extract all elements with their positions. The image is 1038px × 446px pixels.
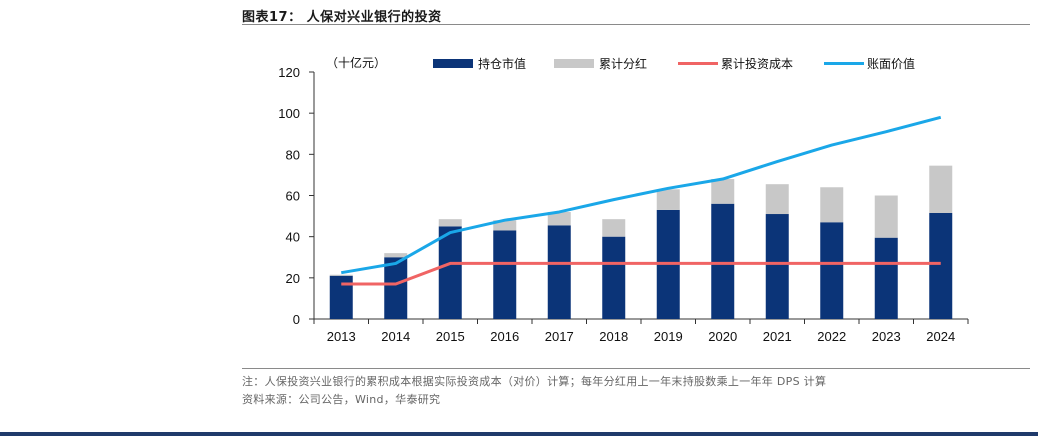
unit-label: （十亿元） [326, 55, 386, 70]
x-tick-label: 2019 [654, 329, 683, 344]
x-tick-label: 2024 [926, 329, 955, 344]
bar-market-value [874, 237, 898, 319]
legend-book-value-label: 账面价值 [867, 56, 915, 71]
bar-market-value [438, 226, 462, 319]
line-book-value [340, 115, 942, 275]
y-tick-label: 0 [293, 312, 300, 327]
legend-cumulative-dividend-label: 累计分红 [599, 56, 647, 71]
bar-cumulative-dividend [329, 274, 353, 276]
legend-cumulative-dividend-swatch [554, 59, 594, 68]
x-tick-label: 2023 [872, 329, 901, 344]
legend-market-value-swatch [433, 59, 473, 68]
y-tick-label: 60 [286, 189, 300, 204]
x-tick-label: 2017 [545, 329, 574, 344]
source-note: 资料来源：公司公告，Wind，华泰研究 [242, 393, 441, 406]
bar-market-value [493, 230, 517, 319]
bar-market-value [929, 212, 953, 319]
bar-cumulative-dividend [493, 220, 517, 231]
x-tick-label: 2018 [599, 329, 628, 344]
x-tick-label: 2022 [817, 329, 846, 344]
y-tick-label: 20 [286, 271, 300, 286]
bar-cumulative-dividend [929, 165, 953, 213]
x-tick-label: 2013 [327, 329, 356, 344]
bar-market-value [547, 225, 571, 319]
bar-cumulative-dividend [602, 219, 626, 237]
bar-cumulative-dividend [765, 184, 789, 215]
bar-cumulative-dividend [438, 219, 462, 227]
bar-cumulative-dividend [820, 187, 844, 223]
y-tick-label: 80 [286, 147, 300, 162]
x-tick-label: 2021 [763, 329, 792, 344]
x-tick-label: 2016 [490, 329, 519, 344]
bar-market-value [765, 214, 789, 319]
x-tick-label: 2020 [708, 329, 737, 344]
bar-cumulative-dividend [656, 189, 680, 210]
y-tick-label: 100 [278, 106, 300, 121]
bar-cumulative-dividend [874, 195, 898, 238]
footer-bar [0, 432, 1038, 436]
title-divider [242, 24, 1030, 25]
chart: 0 20 40 60 80 100 120 2013 2014 2015 2016 2017 2018 2… [278, 55, 969, 344]
bar-cumulative-dividend [384, 253, 408, 258]
note-divider [242, 368, 1030, 369]
bar-market-value [602, 236, 626, 319]
x-tick-label: 2015 [436, 329, 465, 344]
bar-cumulative-dividend [547, 211, 571, 226]
legend-cumulative-cost-label: 累计投资成本 [721, 56, 793, 71]
line-cumulative-cost [341, 261, 941, 286]
chart-note: 注：人保投资兴业银行的累积成本根据实际投资成本（对价）计算；每年分红用上一年末持… [242, 375, 827, 388]
bar-market-value [820, 222, 844, 319]
bar-market-value [384, 257, 408, 319]
figure-title: 图表17： 人保对兴业银行的投资 [242, 10, 442, 25]
y-tick-label: 40 [286, 230, 300, 245]
bar-market-value [329, 275, 353, 319]
y-tick-label: 120 [278, 65, 300, 80]
bar-market-value [711, 203, 735, 319]
x-tick-label: 2014 [381, 329, 410, 344]
bar-cumulative-dividend [711, 179, 735, 204]
legend-market-value-label: 持仓市值 [478, 56, 526, 71]
